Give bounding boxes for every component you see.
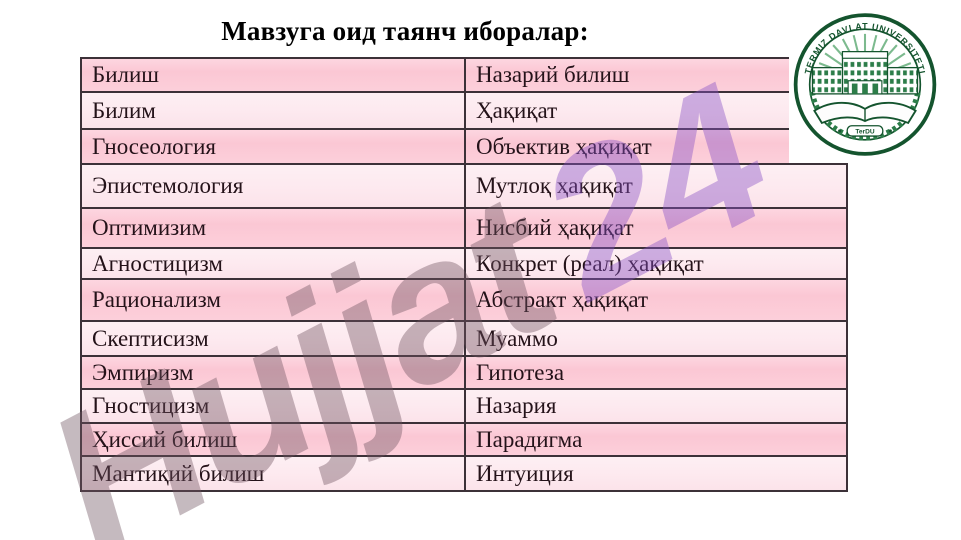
term-cell-left: Мантиқий билиш — [82, 457, 466, 490]
university-logo: TERMIZ DAVLAT UNIVERSITETI — [789, 6, 941, 163]
logo-banner — [846, 125, 884, 137]
table-row: Скептисизм Муаммо — [82, 322, 846, 357]
term-cell-left: Эпистемология — [82, 165, 466, 207]
table-row: Оптимизим Нисбий ҳақиқат — [82, 209, 846, 249]
table-row: Рационализм Абстракт ҳақиқат — [82, 280, 846, 322]
term-cell-right: Муаммо — [476, 325, 558, 351]
table-row: Ҳиссий билиш Парадигма — [82, 424, 846, 457]
term-cell-left: Агностицизм — [82, 249, 466, 278]
term-cell-right: Мутлоқ ҳақиқат — [476, 173, 633, 198]
term-cell-left: Скептисизм — [82, 322, 466, 355]
term-cell-left: Эмпиризм — [82, 357, 466, 388]
logo-building — [811, 51, 919, 95]
terms-table: Билиш Назарий билиш Билим Ҳақиқат Гносеологи… — [80, 57, 848, 492]
table-row: Эпистемология Мутлоқ ҳақиқат — [82, 165, 846, 209]
table-row: Эмпиризм Гипотеза — [82, 357, 846, 390]
page-title: Мавзуга оид таянч иборалар: — [221, 16, 589, 46]
term-cell-right: Назарий билиш — [476, 62, 630, 87]
term-cell-right: Гипотеза — [476, 359, 565, 385]
term-cell-left: Рационализм — [82, 280, 466, 320]
term-cell-right: Объектив ҳақиқат — [476, 133, 652, 159]
term-cell-right: Конкрет (реал) ҳақиқат — [476, 250, 704, 276]
term-cell-right: Нисбий ҳақиқат — [476, 215, 634, 240]
term-cell-right: Парадигма — [476, 426, 583, 452]
term-cell-right: Абстракт ҳақиқат — [476, 287, 649, 312]
term-cell-left: Ҳиссий билиш — [82, 424, 466, 455]
term-cell-right: Назария — [476, 393, 557, 418]
university-seal-icon: TERMIZ DAVLAT UNIVERSITETI — [793, 13, 937, 156]
term-cell-left: Билим — [82, 93, 466, 128]
table-row: Билим Ҳақиқат — [82, 93, 846, 130]
term-cell-left: Гностицизм — [82, 390, 466, 422]
logo-caption: TerDU — [855, 129, 874, 136]
table-row: Агностицизм Конкрет (реал) ҳақиқат — [82, 249, 846, 280]
term-cell-left: Гносеология — [82, 130, 466, 163]
term-cell-left: Билиш — [82, 59, 466, 91]
term-cell-right: Ҳақиқат — [476, 97, 558, 123]
table-row: Билиш Назарий билиш — [82, 59, 846, 93]
term-cell-left: Оптимизим — [82, 209, 466, 247]
term-cell-right: Интуиция — [476, 460, 574, 486]
table-row: Мантиқий билиш Интуиция — [82, 457, 846, 490]
logo-book — [813, 101, 917, 125]
table-row: Гностицизм Назария — [82, 390, 846, 424]
table-row: Гносеология Объектив ҳақиқат — [82, 130, 846, 165]
